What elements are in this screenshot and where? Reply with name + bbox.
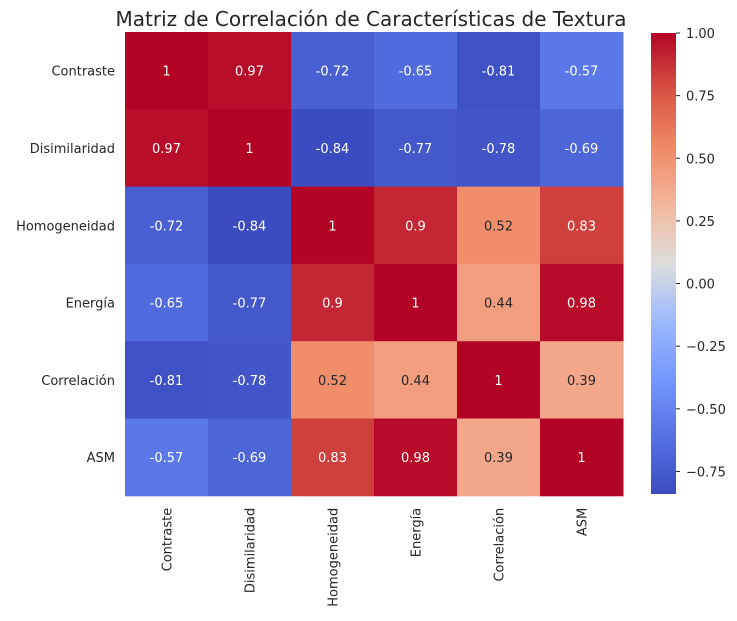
- heatmap-cell: [457, 263, 541, 342]
- colorbar-tick-label: 0.00: [686, 278, 715, 293]
- cell-value-label: 0.97: [152, 142, 181, 157]
- cell-value-label: -0.72: [316, 65, 350, 80]
- y-tick-label: Disimilaridad: [30, 142, 115, 157]
- colorbar-gradient: [651, 33, 676, 494]
- heatmap-cell: [291, 32, 375, 110]
- cell-value-label: -0.78: [482, 142, 516, 157]
- cell-value-label: 1: [245, 142, 253, 157]
- x-tick-label: ASM: [576, 508, 591, 536]
- cell-value-label: 0.39: [484, 451, 513, 466]
- heatmap-cell: [374, 109, 458, 188]
- chart-title: Matriz de Correlación de Características…: [116, 7, 627, 31]
- heatmap-cell: [374, 32, 458, 110]
- heatmap-cell: [125, 32, 209, 110]
- cell-value-label: -0.65: [399, 65, 433, 80]
- colorbar-tick-label: −0.50: [686, 403, 726, 418]
- heatmap-cell: [208, 263, 292, 342]
- colorbar: 1.00 0.75 0.50 0.25 0.00 −0.25 −0.50 −0.75: [651, 27, 726, 494]
- y-tick-label: Correlación: [41, 374, 115, 389]
- heatmap-cell: [540, 109, 624, 188]
- heatmap-cell: [540, 418, 624, 497]
- heatmap-cell: [457, 186, 541, 265]
- colorbar-tick-label: −0.25: [686, 340, 726, 355]
- heatmap-cell: [208, 186, 292, 265]
- heatmap-cell: [540, 263, 624, 342]
- cell-value-label: 0.97: [235, 65, 264, 80]
- heatmap-cell: [457, 109, 541, 188]
- cell-value-label: 0.44: [401, 374, 430, 389]
- cell-value-label: 0.98: [401, 451, 430, 466]
- heatmap-cell: [457, 418, 541, 497]
- heatmap-cell: [374, 341, 458, 419]
- cell-value-label: 0.9: [322, 297, 343, 312]
- heatmap-cell: [125, 263, 209, 342]
- heatmap-cell: [208, 341, 292, 419]
- cell-value-label: 0.98: [567, 297, 596, 312]
- colorbar-tick-label: 0.75: [686, 90, 715, 105]
- y-axis-labels: Contraste Disimilaridad Homogeneidad Energí…: [16, 65, 115, 466]
- y-tick-label: Contraste: [51, 65, 115, 80]
- cell-value-label: -0.72: [150, 219, 184, 234]
- cell-value-label: 0.52: [484, 219, 513, 234]
- heatmap-cell: [125, 341, 209, 419]
- heatmap-cell: [540, 32, 624, 110]
- cell-value-label: 1: [162, 65, 170, 80]
- colorbar-tick-label: 0.25: [686, 215, 715, 230]
- heatmap-cell: [208, 418, 292, 497]
- cell-value-label: -0.65: [150, 297, 184, 312]
- y-tick-label: Homogeneidad: [16, 219, 115, 234]
- cell-value-label: 0.44: [484, 297, 513, 312]
- cell-value-label: -0.77: [399, 142, 433, 157]
- heatmap-cell: [374, 418, 458, 497]
- cell-value-label: -0.69: [565, 142, 599, 157]
- cell-value-label: 1: [328, 219, 336, 234]
- cell-value-label: 0.83: [567, 219, 596, 234]
- cell-value-label: 1: [494, 374, 502, 389]
- cell-value-label: -0.57: [565, 65, 599, 80]
- cell-value-label: -0.69: [233, 451, 267, 466]
- colorbar-tick-label: −0.75: [686, 465, 726, 480]
- cell-value-label: -0.81: [482, 65, 516, 80]
- cell-value-label: 0.52: [318, 374, 347, 389]
- x-tick-label: Energía: [410, 508, 425, 557]
- x-axis-labels: Contraste Disimilaridad Homogeneidad Energí…: [161, 508, 591, 607]
- heatmap-cell: [291, 186, 375, 265]
- heatmap-cell: [457, 32, 541, 110]
- heatmap-cell: [291, 418, 375, 497]
- heatmap-cell: [208, 32, 292, 110]
- cell-value-label: -0.57: [150, 451, 184, 466]
- heatmap-cells: 1 0.97 -0.72 -0.65 -0.81 -0.57 0.97 1 -0.84 -0.77…: [125, 32, 624, 497]
- colorbar-tick-label: 1.00: [686, 27, 715, 42]
- heatmap-cell: [291, 263, 375, 342]
- cell-value-label: -0.84: [316, 142, 350, 157]
- heatmap-cell: [291, 109, 375, 188]
- heatmap-cell: [374, 263, 458, 342]
- cell-value-label: 1: [577, 451, 585, 466]
- cell-value-label: 1: [411, 297, 419, 312]
- heatmap-cell: [540, 186, 624, 265]
- y-tick-label: Energía: [66, 297, 115, 312]
- cell-value-label: 0.39: [567, 374, 596, 389]
- x-tick-label: Homogeneidad: [327, 508, 342, 607]
- cell-value-label: -0.78: [233, 374, 267, 389]
- x-tick-label: Contraste: [161, 508, 176, 572]
- heatmap-cell: [125, 186, 209, 265]
- cell-value-label: -0.84: [233, 219, 267, 234]
- heatmap-cell: [374, 186, 458, 265]
- cell-value-label: 0.9: [405, 219, 426, 234]
- cell-value-label: -0.77: [233, 297, 267, 312]
- heatmap-cell: [540, 341, 624, 419]
- x-tick-label: Correlación: [493, 508, 508, 582]
- x-tick-label: Disimilaridad: [244, 508, 259, 593]
- y-tick-label: ASM: [87, 451, 115, 466]
- cell-value-label: 0.83: [318, 451, 347, 466]
- heatmap-cell: [208, 109, 292, 188]
- heatmap-cell: [125, 418, 209, 497]
- heatmap-cell: [291, 341, 375, 419]
- cell-value-label: -0.81: [150, 374, 184, 389]
- heatmap-cell: [457, 341, 541, 419]
- heatmap-cell: [125, 109, 209, 188]
- colorbar-tick-label: 0.50: [686, 152, 715, 167]
